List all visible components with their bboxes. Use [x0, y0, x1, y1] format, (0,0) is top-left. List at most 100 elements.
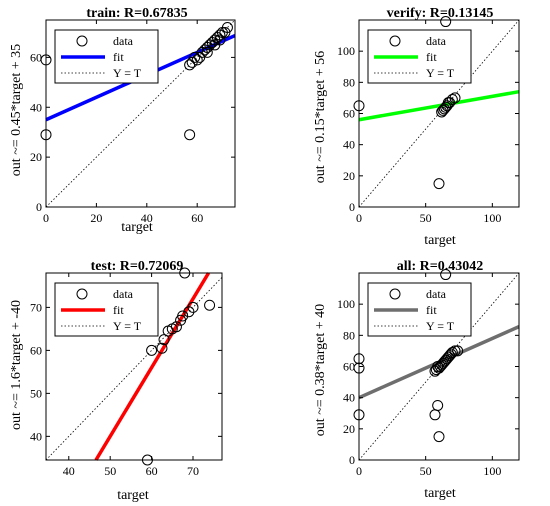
data-point — [177, 310, 189, 322]
panel-title: train: R=0.67835 — [86, 6, 187, 21]
y-axis-label: out ~= 0.38*target + 40 — [313, 304, 328, 436]
x-tick-label: 60 — [191, 211, 203, 225]
legend-data-marker — [76, 35, 88, 47]
panel-test: test: R=0.72069 target out ~= 1.6*target… — [9, 259, 223, 503]
legend: data fit Y = T — [367, 29, 472, 84]
y-tick-label: 60 — [343, 107, 355, 121]
legend-data-label: data — [426, 287, 447, 301]
panel-title: verify: R=0.13145 — [387, 6, 494, 21]
legend-fit-label: fit — [426, 303, 437, 317]
legend-fit-label: fit — [113, 303, 124, 317]
x-tick-label: 0 — [356, 464, 362, 478]
data-point — [184, 59, 196, 71]
legend-data-label: data — [426, 34, 447, 48]
data-point — [156, 342, 168, 354]
data-point — [433, 178, 445, 190]
y-tick-label: 40 — [343, 138, 355, 152]
y-tick-label: 0 — [349, 453, 355, 467]
y-axis-label: out ~= 0.45*target + 35 — [9, 44, 24, 176]
legend-ident-label: Y = T — [113, 319, 142, 333]
x-tick-label: 0 — [356, 211, 362, 225]
x-tick-label: 0 — [43, 211, 49, 225]
y-tick-label: 0 — [36, 200, 42, 214]
legend: data fit Y = T — [367, 282, 472, 337]
plot-area: 0 50 100 0 20 40 60 80 100 data fit Y = T — [337, 269, 520, 478]
y-tick-label: 100 — [337, 44, 355, 58]
data-point — [191, 54, 203, 66]
y-tick-label: 0 — [349, 200, 355, 214]
x-tick-label: 60 — [146, 464, 158, 478]
y-tick-label: 60 — [30, 50, 42, 64]
y-axis-label: out ~= 1.6*target + -40 — [9, 300, 24, 430]
x-axis-label: target — [424, 233, 456, 248]
x-tick-label: 50 — [420, 211, 432, 225]
fit-line — [358, 89, 520, 122]
x-tick-label: 50 — [420, 464, 432, 478]
legend: data fit Y = T — [54, 29, 159, 84]
panel-verify: verify: R=0.13145 target out ~= 0.15*tar… — [313, 6, 520, 248]
data-point — [446, 93, 458, 105]
y-tick-label: 100 — [337, 297, 355, 311]
x-tick-label: 100 — [483, 464, 501, 478]
data-point — [204, 299, 216, 311]
y-tick-label: 80 — [343, 328, 355, 342]
y-tick-label: 20 — [30, 150, 42, 164]
data-point — [214, 29, 226, 41]
y-tick-label: 20 — [343, 169, 355, 183]
axes-box — [45, 19, 236, 208]
x-tick-label: 40 — [63, 464, 75, 478]
data-point — [170, 321, 182, 333]
y-tick-label: 80 — [343, 75, 355, 89]
x-axis-label: target — [121, 220, 153, 235]
data-point — [201, 46, 213, 58]
data-point — [429, 409, 441, 421]
data-point — [189, 51, 201, 63]
data-point — [146, 344, 158, 356]
x-tick-label: 20 — [90, 211, 102, 225]
data-point — [214, 34, 226, 46]
legend-fit-label: fit — [426, 50, 437, 64]
legend-data-label: data — [113, 287, 134, 301]
y-tick-label: 40 — [30, 100, 42, 114]
legend-fit-label: fit — [113, 50, 124, 64]
data-point — [446, 346, 458, 358]
x-tick-label: 70 — [187, 464, 199, 478]
legend-data-marker — [389, 35, 401, 47]
y-axis-label: out ~= 0.15*target + 56 — [313, 51, 328, 183]
y-tick-label: 40 — [343, 391, 355, 405]
x-tick-label: 50 — [104, 464, 116, 478]
legend-data-marker — [76, 288, 88, 300]
data-point — [433, 431, 445, 443]
x-axis-label: target — [424, 486, 456, 501]
y-tick-label: 70 — [30, 300, 42, 314]
y-tick-label: 40 — [30, 429, 42, 443]
y-tick-label: 60 — [343, 360, 355, 374]
legend: data fit Y = T — [54, 282, 159, 337]
data-point — [432, 399, 444, 411]
data-point — [449, 92, 461, 104]
axes-box — [45, 272, 223, 461]
data-point — [221, 21, 233, 33]
data-point — [449, 345, 461, 357]
x-tick-label: 100 — [483, 211, 501, 225]
legend-ident-label: Y = T — [113, 66, 142, 80]
legend-data-marker — [389, 288, 401, 300]
data-point — [440, 269, 452, 281]
legend-ident-label: Y = T — [426, 66, 455, 80]
panel-train: train: R=0.67835 target out ~= 0.45*targ… — [9, 6, 236, 235]
plot-area: 0 50 100 0 20 40 60 80 100 data fit Y = T — [337, 16, 520, 225]
y-tick-label: 50 — [30, 386, 42, 400]
data-point — [219, 26, 231, 38]
y-tick-label: 60 — [30, 343, 42, 357]
x-tick-label: 40 — [141, 211, 153, 225]
legend-data-label: data — [113, 34, 134, 48]
plot-area: 0 20 40 60 0 20 40 60 data fit Y = T — [30, 19, 236, 225]
data-point — [452, 345, 464, 357]
data-point — [187, 301, 199, 313]
data-point — [186, 56, 198, 68]
data-point — [184, 129, 196, 141]
panel-title: test: R=0.72069 — [91, 259, 184, 274]
legend-ident-label: Y = T — [426, 319, 455, 333]
panel-all: all: R=0.43042 target out ~= 0.38*target… — [313, 259, 520, 501]
